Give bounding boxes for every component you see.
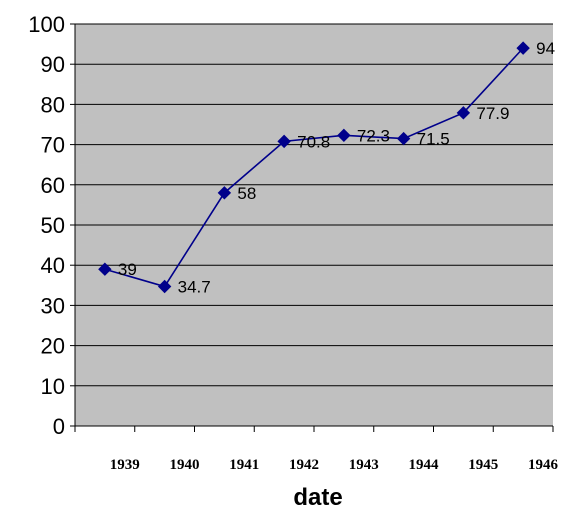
data-label: 72.3 bbox=[357, 126, 390, 145]
data-labels: 39 34.7 58 70.8 72.3 71.5 77.9 94 bbox=[118, 39, 555, 296]
data-point bbox=[98, 262, 112, 276]
data-point bbox=[456, 106, 471, 120]
y-tick-label: 30 bbox=[41, 293, 65, 318]
y-tick-label: 70 bbox=[41, 133, 65, 158]
y-tick-label: 60 bbox=[41, 173, 65, 198]
x-tick-label: 1943 bbox=[349, 457, 379, 473]
x-tick-label: 1944 bbox=[409, 457, 440, 473]
y-tick-label: 10 bbox=[41, 374, 65, 399]
x-tick-label: 1941 bbox=[229, 457, 259, 473]
y-tick-label: 80 bbox=[41, 92, 65, 117]
x-axis-title: date bbox=[293, 484, 342, 511]
x-tick-labels: 1939 1940 1941 1942 1943 1944 1945 1946 bbox=[110, 457, 559, 473]
x-tick-label: 1945 bbox=[468, 457, 498, 473]
y-tick-label: 90 bbox=[41, 52, 65, 77]
series-line bbox=[104, 47, 524, 288]
data-point bbox=[217, 186, 232, 200]
axes bbox=[70, 23, 554, 432]
data-label: 94 bbox=[536, 39, 555, 58]
data-label: 70.8 bbox=[297, 132, 330, 151]
data-point bbox=[157, 279, 172, 294]
data-label: 39 bbox=[118, 260, 137, 279]
data-point bbox=[516, 41, 530, 55]
data-label: 34.7 bbox=[178, 278, 211, 297]
y-tick-label: 20 bbox=[41, 334, 65, 359]
x-tick-label: 1946 bbox=[528, 457, 559, 473]
y-tick-label: 0 bbox=[53, 414, 65, 439]
x-tick-label: 1939 bbox=[110, 457, 140, 473]
x-tick-label: 1942 bbox=[289, 457, 319, 473]
series-group bbox=[98, 41, 530, 294]
data-label: 77.9 bbox=[476, 104, 509, 123]
data-label: 58 bbox=[237, 184, 256, 203]
y-tick-label: 100 bbox=[28, 12, 65, 37]
data-point bbox=[396, 131, 411, 146]
data-label: 71.5 bbox=[417, 130, 450, 149]
x-tick-label: 1940 bbox=[170, 457, 200, 473]
data-point bbox=[337, 128, 351, 143]
y-tick-labels: 0 10 20 30 40 50 60 70 80 90 100 bbox=[28, 12, 65, 439]
y-tick-label: 50 bbox=[41, 213, 65, 238]
y-tick-label: 40 bbox=[41, 253, 65, 278]
data-point bbox=[277, 134, 291, 149]
gridlines bbox=[75, 23, 553, 387]
